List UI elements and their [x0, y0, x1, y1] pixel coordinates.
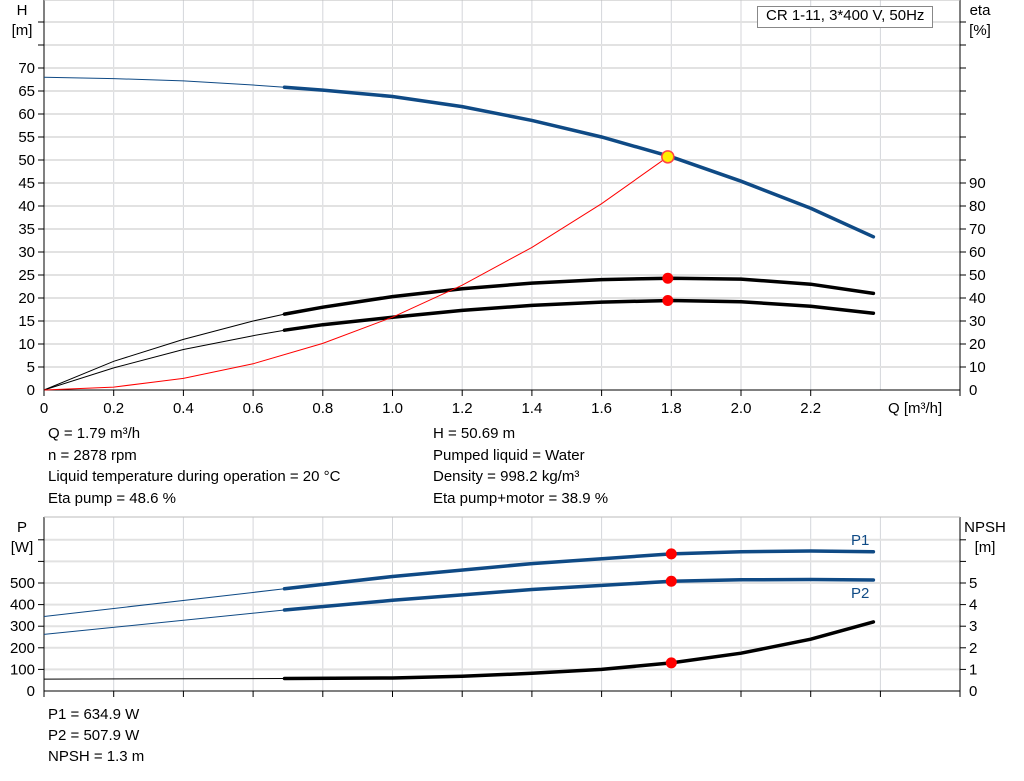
y-tick-label: 25 — [18, 267, 35, 284]
y2-tick-label: 60 — [969, 244, 986, 261]
duty-point-marker — [661, 150, 675, 164]
y-tick-label: 40 — [18, 198, 35, 215]
y-tick-label: 400 — [10, 597, 35, 614]
x-tick-label: 2.2 — [800, 400, 821, 417]
y2-tick-label: 40 — [969, 290, 986, 307]
y-tick-label: 50 — [18, 152, 35, 169]
x-tick-label: 0.6 — [243, 400, 264, 417]
y2-axis-unit: [%] — [969, 22, 991, 39]
info-density: Density = 998.2 kg/m³ — [433, 468, 580, 485]
info-eta-pump: Eta pump = 48.6 % — [48, 490, 176, 507]
info-n: n = 2878 rpm — [48, 447, 137, 464]
y2-tick-label: 80 — [969, 198, 986, 215]
info-p1: P1 = 634.9 W — [48, 706, 140, 723]
x-tick-label: 1.2 — [452, 400, 473, 417]
curve-p1-extrapolated — [43, 588, 285, 617]
x-tick-label: 0 — [40, 400, 48, 417]
chart-title: CR 1-11, 3*400 V, 50Hz — [757, 6, 934, 28]
y-tick-label: 500 — [10, 575, 35, 592]
y-tick-label: 45 — [18, 175, 35, 192]
curve-eta-pump-motor-extrapolated — [43, 329, 285, 391]
duty-marker-eta-pump — [662, 272, 674, 284]
duty-marker-p2 — [665, 575, 677, 587]
curve-h-extrapolated — [43, 76, 285, 88]
y2-tick-label: 0 — [969, 382, 977, 399]
y-axis-label: H — [17, 2, 28, 19]
y-tick-label: 10 — [18, 336, 35, 353]
curve-npsh — [282, 620, 876, 681]
x-tick-label: 2.0 — [731, 400, 752, 417]
x-tick-label: 1.4 — [521, 400, 542, 417]
y2-tick-label: 90 — [969, 175, 986, 192]
y2-axis-label: eta — [970, 2, 992, 19]
y-axis-unit: [m] — [12, 22, 33, 39]
curve-h — [282, 85, 876, 239]
y2-tick-label: 20 — [969, 336, 986, 353]
info-q: Q = 1.79 m³/h — [48, 425, 141, 442]
y-tick-label: 5 — [27, 359, 35, 376]
y-axis-unit: [W] — [11, 539, 34, 556]
y2-tick-label: 2 — [969, 640, 977, 657]
y2-tick-label: 5 — [969, 575, 977, 592]
p2-label: P2 — [851, 585, 869, 602]
y2-tick-label: 30 — [969, 313, 986, 330]
x-tick-label: 0.4 — [173, 400, 194, 417]
y-tick-label: 55 — [18, 129, 35, 146]
y-tick-label: 70 — [18, 60, 35, 77]
y2-tick-label: 4 — [969, 597, 977, 614]
info-temp: Liquid temperature during operation = 20… — [48, 468, 341, 485]
y-axis-label: P — [17, 519, 27, 536]
info-eta-pump-motor: Eta pump+motor = 38.9 % — [433, 490, 609, 507]
p1-label: P1 — [851, 532, 869, 549]
curve-system — [43, 156, 669, 391]
y2-axis-label: NPSH — [964, 519, 1006, 536]
duty-marker-p1 — [665, 548, 677, 560]
y-tick-label: 60 — [18, 106, 35, 123]
curve-npsh-extrapolated — [43, 678, 285, 680]
info-p2: P2 = 507.9 W — [48, 727, 140, 744]
curve-p2-extrapolated — [43, 609, 285, 635]
info-h: H = 50.69 m — [433, 425, 516, 442]
y-tick-label: 65 — [18, 83, 35, 100]
y-tick-label: 15 — [18, 313, 35, 330]
y2-tick-label: 70 — [969, 221, 986, 238]
x-tick-label: 1.0 — [382, 400, 403, 417]
duty-marker-eta-pump-motor — [662, 295, 674, 307]
y-tick-label: 300 — [10, 618, 35, 635]
y2-axis-unit: [m] — [975, 539, 996, 556]
y2-tick-label: 1 — [969, 661, 977, 678]
y-tick-label: 100 — [10, 661, 35, 678]
y-tick-label: 0 — [27, 683, 35, 700]
info-npsh: NPSH = 1.3 m — [48, 748, 145, 765]
y2-tick-label: 10 — [969, 359, 986, 376]
curve-eta-pump-extrapolated — [43, 313, 285, 391]
y-tick-label: 200 — [10, 640, 35, 657]
x-tick-label: 1.8 — [661, 400, 682, 417]
x-tick-label: 0.2 — [103, 400, 124, 417]
curve-eta-pump-motor — [282, 298, 876, 332]
info-liquid: Pumped liquid = Water — [433, 447, 585, 464]
duty-marker-npsh — [665, 657, 677, 669]
curve-eta-pump — [282, 276, 876, 316]
x-tick-label: 0.8 — [312, 400, 333, 417]
y2-tick-label: 0 — [969, 683, 977, 700]
y-tick-label: 30 — [18, 244, 35, 261]
y2-tick-label: 3 — [969, 618, 977, 635]
y-tick-label: 35 — [18, 221, 35, 238]
y-tick-label: 0 — [27, 382, 35, 399]
x-tick-label: 1.6 — [591, 400, 612, 417]
x-axis-label: Q [m³/h] — [888, 400, 942, 417]
y-tick-label: 20 — [18, 290, 35, 307]
y2-tick-label: 50 — [969, 267, 986, 284]
